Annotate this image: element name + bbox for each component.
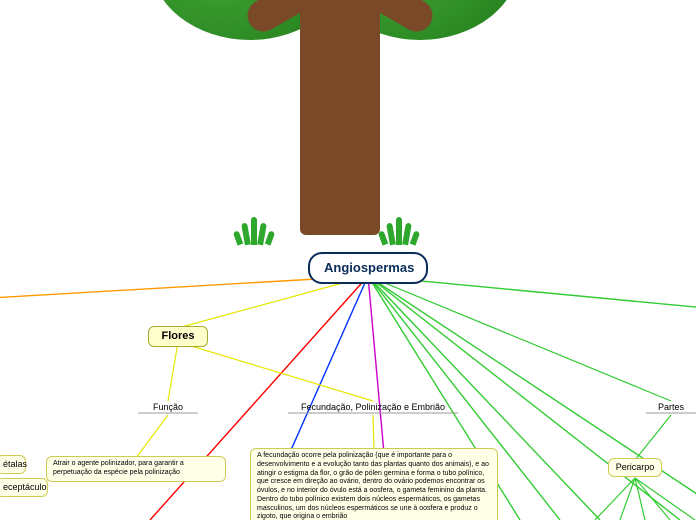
mindmap-canvas: { "root": { "label": "Angiospermas", "x"… <box>0 0 696 520</box>
tree-illustration <box>0 0 696 245</box>
node-fpe[interactable]: Fecundação, Polinização e Embrião <box>288 399 458 416</box>
node-recept[interactable]: eceptáculo <box>0 478 48 497</box>
node-fecund[interactable]: A fecundação ocorre pela polinização (qu… <box>250 448 498 520</box>
node-partes[interactable]: Partes <box>646 399 696 416</box>
node-flores[interactable]: Flores <box>148 326 208 347</box>
node-pericarpo[interactable]: Pericarpo <box>608 458 662 477</box>
root-node[interactable]: Angiospermas <box>308 252 428 284</box>
node-etalas[interactable]: étalas <box>0 455 26 474</box>
node-atrair[interactable]: Atrair o agente polinizador, para garant… <box>46 456 226 482</box>
node-funcao[interactable]: Função <box>138 399 198 416</box>
